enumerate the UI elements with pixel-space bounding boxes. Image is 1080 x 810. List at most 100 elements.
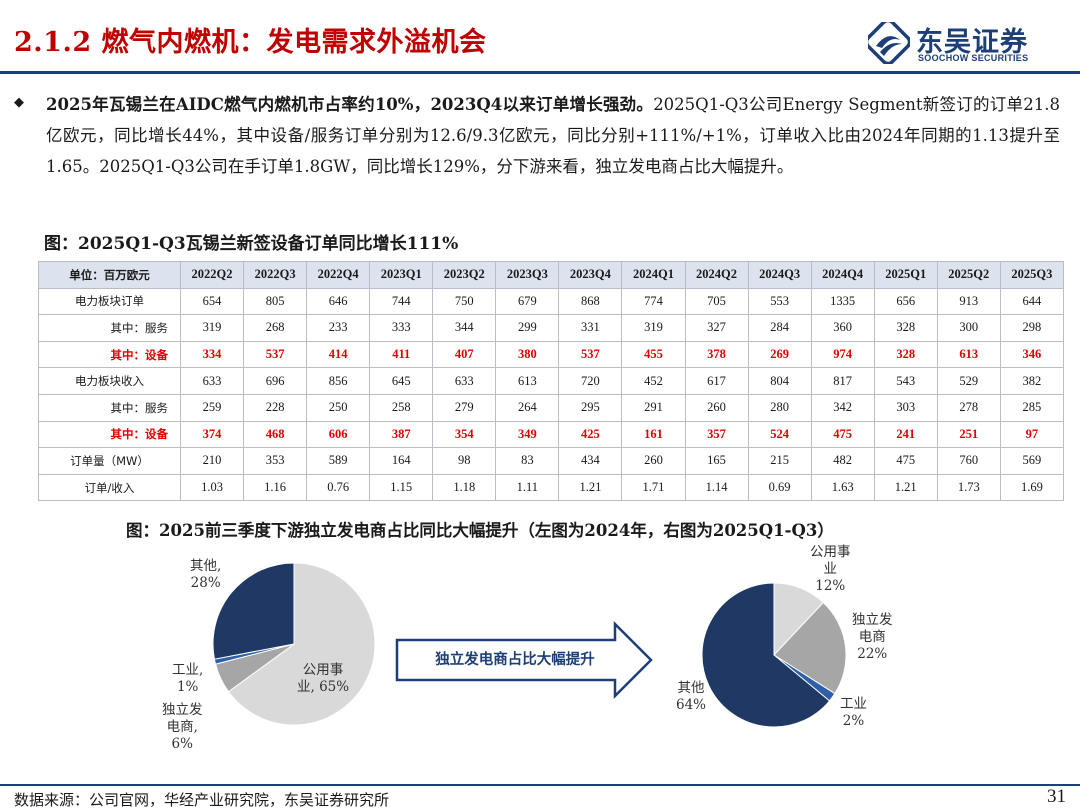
table-cell: 705 <box>684 287 749 316</box>
table-cell: 260 <box>684 393 749 422</box>
table-unit-header: 单位：百万欧元 <box>38 261 181 289</box>
table-cell: 260 <box>621 447 686 475</box>
table-cell: 1.73 <box>936 473 1001 502</box>
table-cell: 644 <box>999 287 1065 316</box>
table-cell: 468 <box>243 420 308 449</box>
pie-slice-utility <box>227 562 376 726</box>
table-cell: 295 <box>558 393 623 422</box>
table-cell: 633 <box>432 367 497 395</box>
table-cell: 98 <box>432 447 497 475</box>
column-header: 2025Q3 <box>999 261 1065 289</box>
table-cell: 760 <box>936 447 1001 475</box>
table-cell: 210 <box>179 447 245 475</box>
column-header: 2023Q1 <box>369 261 434 289</box>
table-row: 其中：设备 334 537 414 411 407 380 537 455 378 269 974 32… <box>38 340 1065 369</box>
table-cell: 285 <box>999 393 1065 422</box>
table-cell: 1.03 <box>179 473 245 502</box>
table-cell: 334 <box>179 340 245 369</box>
table-cell: 164 <box>369 447 434 475</box>
table-cell: 328 <box>873 314 938 342</box>
page-title: 2.1.2 燃气内燃机：发电需求外溢机会 <box>14 27 487 58</box>
table-cell: 319 <box>179 314 245 342</box>
column-header: 2024Q2 <box>684 261 749 289</box>
table-cell: 300 <box>936 314 1001 342</box>
table-cell: 606 <box>306 420 371 449</box>
pie-slice-ipp <box>773 601 847 695</box>
table-cell: 434 <box>558 447 623 475</box>
orders-table: 单位：百万欧元 2022Q2 2022Q3 2022Q4 2023Q1 2023Q2 202… <box>38 261 1065 502</box>
pie-label: 其他 64% <box>676 680 707 713</box>
table-cell: 913 <box>936 287 1001 316</box>
column-header: 2023Q4 <box>558 261 623 289</box>
table-cell: 425 <box>558 420 623 449</box>
table-cell: 357 <box>684 420 749 449</box>
table-cell: 411 <box>369 340 434 369</box>
table-cell: 805 <box>243 287 308 316</box>
table-cell: 258 <box>369 393 434 422</box>
table-cell: 1.63 <box>810 473 875 502</box>
table-cell: 1.11 <box>495 473 560 502</box>
diamond-bullet-icon: ◆ <box>14 95 24 110</box>
table-cell: 817 <box>810 367 875 395</box>
company-logo: 东吴证券 SOOCHOW SECURITIES <box>868 20 1068 66</box>
table-row: 电力板块收入 633 696 856 645 633 613 720 452 617 804 817 5… <box>38 367 1065 395</box>
table-cell: 380 <box>495 340 560 369</box>
table-header-row: 单位：百万欧元 2022Q2 2022Q3 2022Q4 2023Q1 2023Q2 202… <box>38 261 1065 289</box>
table-cell: 349 <box>495 420 560 449</box>
table-cell: 241 <box>873 420 938 449</box>
table-cell: 165 <box>684 447 749 475</box>
table-cell: 475 <box>810 420 875 449</box>
table-cell: 259 <box>179 393 245 422</box>
pie-label: 工业 2% <box>840 696 867 729</box>
table-cell: 269 <box>747 340 812 369</box>
table-cell: 319 <box>621 314 686 342</box>
table-cell: 974 <box>810 340 875 369</box>
row-label: 电力板块收入 <box>38 367 181 395</box>
row-label: 电力板块订单 <box>38 287 181 316</box>
table-cell: 414 <box>306 340 371 369</box>
pie-label: 工业, 1% <box>172 662 204 695</box>
table-cell: 328 <box>873 340 938 369</box>
table-cell: 0.76 <box>306 473 371 502</box>
table-cell: 299 <box>495 314 560 342</box>
pie-slice-other <box>212 562 295 660</box>
footer-divider <box>0 784 1080 786</box>
table-row: 其中：设备 374 468 606 387 354 349 425 161 357 524 475 24… <box>38 420 1065 449</box>
table-cell: 645 <box>369 367 434 395</box>
table-cell: 360 <box>810 314 875 342</box>
logo-text-cn: 东吴证券 <box>916 27 1028 58</box>
table-row: 订单量（MW） 210 353 589 164 98 83 434 260 165 215 482 47… <box>38 447 1065 475</box>
table-cell: 633 <box>179 367 245 395</box>
pie-label: 独立发 电商, 6% <box>162 702 203 752</box>
table-caption: 图：2025Q1-Q3瓦锡兰新签设备订单同比增长111% <box>44 234 459 254</box>
table-cell: 374 <box>179 420 245 449</box>
column-header: 2022Q4 <box>306 261 371 289</box>
table-cell: 569 <box>999 447 1065 475</box>
row-label: 其中：设备 <box>38 420 181 449</box>
table-cell: 354 <box>432 420 497 449</box>
column-header: 2023Q2 <box>432 261 497 289</box>
table-cell: 228 <box>243 393 308 422</box>
table-cell: 537 <box>243 340 308 369</box>
table-cell: 613 <box>936 340 1001 369</box>
table-cell: 774 <box>621 287 686 316</box>
table-body: 电力板块订单 654 805 646 744 750 679 868 774 705 553 1335… <box>38 287 1065 502</box>
row-label: 订单/收入 <box>38 473 181 502</box>
bullet-body: 2025Q1-Q3公司Energy Segment新签订的订单21.8亿欧元，同… <box>46 95 1060 176</box>
column-header: 2023Q3 <box>495 261 560 289</box>
table-cell: 303 <box>873 393 938 422</box>
table-cell: 617 <box>684 367 749 395</box>
table-row: 电力板块订单 654 805 646 744 750 679 868 774 705 553 1335… <box>38 287 1065 316</box>
arrow-right-icon <box>395 620 653 700</box>
table-row: 其中：服务 259 228 250 258 279 264 295 291 260 280 342 30… <box>38 393 1065 422</box>
table-cell: 589 <box>306 447 371 475</box>
table-row: 订单/收入 1.03 1.16 0.76 1.15 1.18 1.11 1.21 1.71 1.1… <box>38 473 1065 502</box>
table-cell: 0.69 <box>747 473 812 502</box>
table-cell: 524 <box>747 420 812 449</box>
column-header: 2022Q3 <box>243 261 308 289</box>
column-header: 2025Q2 <box>936 261 1001 289</box>
table-cell: 455 <box>621 340 686 369</box>
table-cell: 543 <box>873 367 938 395</box>
table-cell: 856 <box>306 367 371 395</box>
table-cell: 720 <box>558 367 623 395</box>
